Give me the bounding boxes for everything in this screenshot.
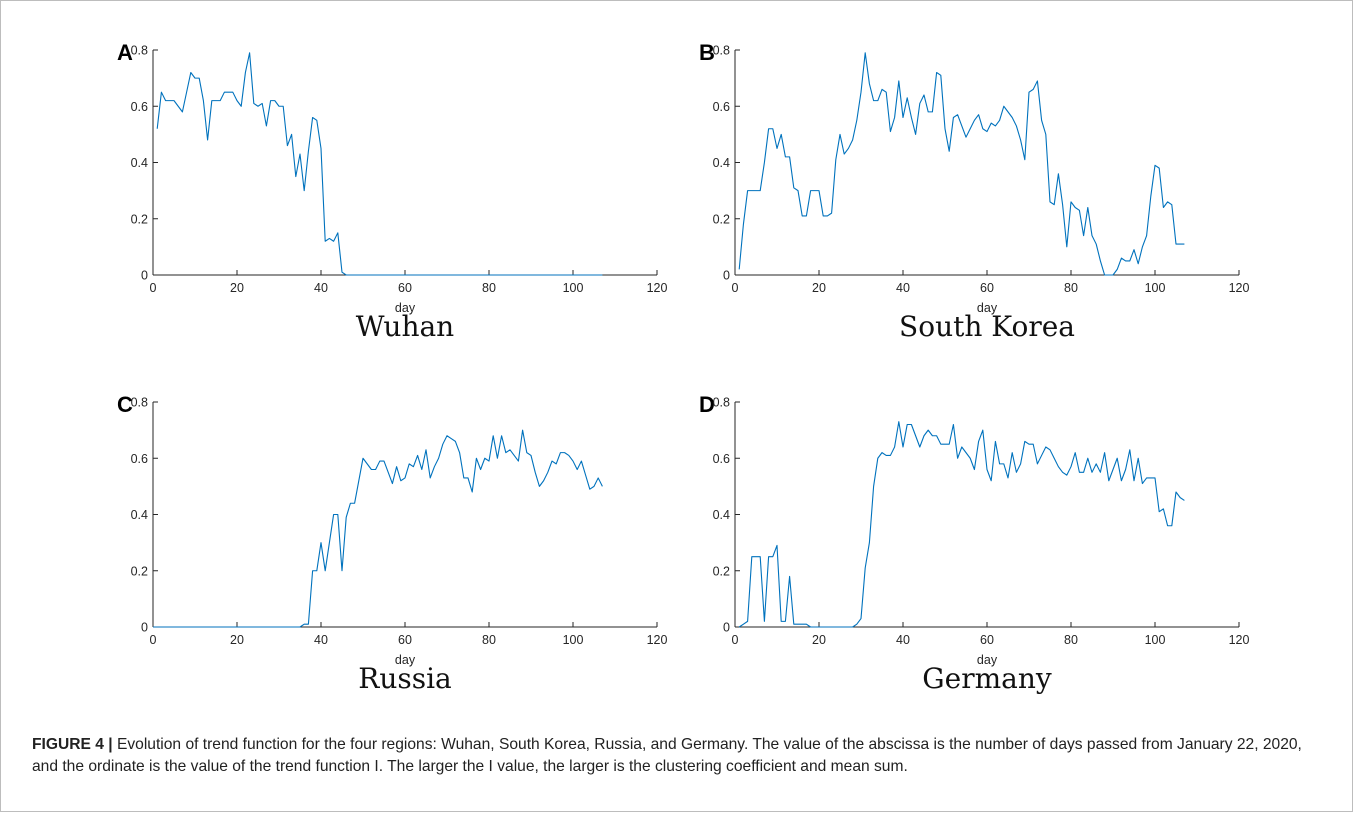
x-tick-label: 40 (896, 633, 910, 647)
x-tick-label: 100 (1145, 633, 1166, 647)
y-tick-label: 0.2 (713, 212, 730, 226)
y-tick-label: 0 (141, 269, 148, 283)
x-tick-label: 120 (1229, 633, 1250, 647)
x-tick-label: 100 (563, 633, 584, 647)
x-tick-label: 40 (896, 281, 910, 295)
y-tick-label: 0.6 (131, 452, 148, 466)
y-tick-label: 0.8 (713, 44, 730, 58)
series-line (738, 421, 1185, 628)
x-tick-label: 20 (812, 281, 826, 295)
x-tick-label: 20 (230, 633, 244, 647)
y-tick-label: 0.6 (713, 100, 730, 114)
x-tick-label: 0 (732, 633, 739, 647)
panel-letter: D (699, 392, 715, 417)
y-tick-label: 0.4 (131, 508, 148, 522)
y-tick-label: 0.8 (713, 396, 730, 410)
series-line (156, 52, 603, 276)
y-tick-label: 0.4 (713, 508, 730, 522)
y-tick-label: 0.2 (131, 564, 148, 578)
panel-letter: A (117, 40, 133, 65)
x-tick-label: 0 (150, 281, 157, 295)
x-axis-label: day (977, 653, 998, 667)
region-label: Russia (358, 662, 452, 695)
x-tick-label: 0 (732, 281, 739, 295)
x-tick-label: 60 (398, 281, 412, 295)
x-tick-label: 40 (314, 281, 328, 295)
caption-text: Evolution of trend function for the four… (32, 736, 1302, 775)
y-tick-label: 0.8 (131, 396, 148, 410)
x-tick-label: 0 (150, 633, 157, 647)
series-line (738, 52, 1185, 276)
series-line (153, 429, 603, 628)
x-tick-label: 80 (482, 633, 496, 647)
x-axis-label: day (977, 301, 998, 315)
x-tick-label: 100 (563, 281, 584, 295)
x-tick-label: 80 (1064, 281, 1078, 295)
x-tick-label: 100 (1145, 281, 1166, 295)
y-tick-label: 0.2 (131, 212, 148, 226)
panel-d: D 0 20 40 60 80 100 120 0 0.2 0.4 0.6 0.8 day German… (699, 392, 1295, 712)
x-axis-label: day (395, 653, 416, 667)
y-tick-label: 0 (141, 621, 148, 635)
panel-letter: C (117, 392, 133, 417)
panel-a: A 0 20 40 60 80 100 120 0 0.2 0.4 0.6 0.8 day Wuhan (117, 40, 713, 360)
y-tick-label: 0.6 (131, 100, 148, 114)
y-tick-label: 0 (723, 269, 730, 283)
x-tick-label: 60 (980, 281, 994, 295)
x-tick-label: 40 (314, 633, 328, 647)
panel-b: B 0 20 40 60 80 100 120 0 0.2 0.4 0.6 0.8 day South … (699, 40, 1295, 360)
caption-label: FIGURE 4 | (32, 736, 113, 753)
x-tick-label: 20 (230, 281, 244, 295)
x-tick-label: 120 (647, 633, 668, 647)
y-tick-label: 0.8 (131, 44, 148, 58)
x-tick-label: 120 (647, 281, 668, 295)
x-tick-label: 120 (1229, 281, 1250, 295)
y-tick-label: 0 (723, 621, 730, 635)
x-tick-label: 80 (482, 281, 496, 295)
panel-c: C 0 20 40 60 80 100 120 0 0.2 0.4 0.6 0.8 day Russia (117, 392, 713, 712)
chart-plot: 0 20 40 60 80 100 120 0 0.2 0.4 0.6 0.8 day (131, 396, 668, 668)
chart-plot: 0 20 40 60 80 100 120 0 0.2 0.4 0.6 0.8 day (713, 44, 1250, 316)
x-axis-label: day (395, 301, 416, 315)
x-tick-label: 60 (398, 633, 412, 647)
panel-letter: B (699, 40, 715, 65)
y-tick-label: 0.4 (131, 156, 148, 170)
chart-plot: 0 20 40 60 80 100 120 0 0.2 0.4 0.6 0.8 day (713, 396, 1250, 668)
region-label: Wuhan (355, 310, 455, 343)
x-tick-label: 80 (1064, 633, 1078, 647)
chart-plot: 0 20 40 60 80 100 120 0 0.2 0.4 0.6 0.8 day (131, 44, 668, 316)
region-label: Germany (922, 662, 1052, 695)
y-tick-label: 0.4 (713, 156, 730, 170)
x-tick-label: 60 (980, 633, 994, 647)
figure-caption: FIGURE 4 | Evolution of trend function f… (32, 734, 1322, 778)
region-label: South Korea (899, 310, 1075, 343)
y-tick-label: 0.2 (713, 564, 730, 578)
x-tick-label: 20 (812, 633, 826, 647)
y-tick-label: 0.6 (713, 452, 730, 466)
